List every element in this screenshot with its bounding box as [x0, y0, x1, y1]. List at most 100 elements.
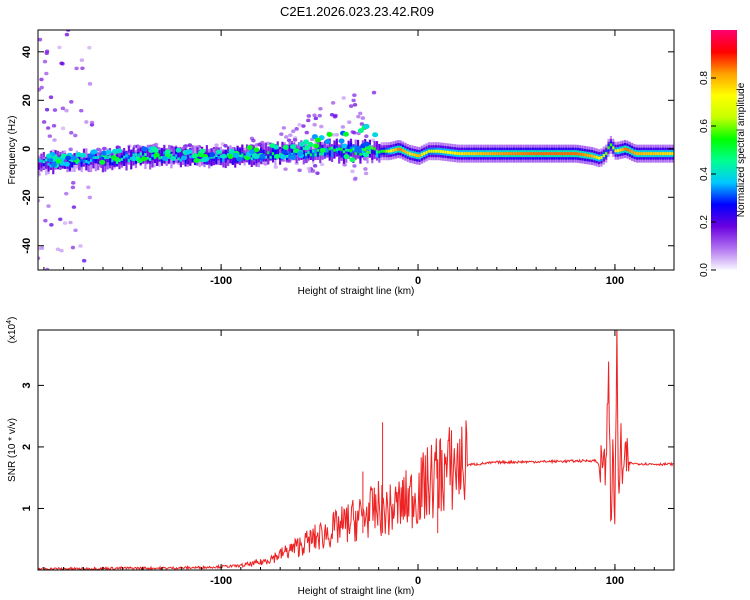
spectrogram-blob	[324, 139, 331, 145]
spectrogram-ridge-segment	[125, 154, 128, 158]
spectrogram-ridge-segment	[146, 148, 149, 161]
spectrogram-ridge-segment	[385, 149, 388, 153]
spectrogram-ridge-segment	[153, 155, 156, 163]
spectrogram-ridge-segment	[538, 152, 542, 156]
spectrogram-blob	[319, 147, 326, 153]
spectrogram-ridge-segment	[177, 157, 180, 161]
spectrogram-speckle	[44, 107, 50, 112]
spectrogram-x-ticks: -100 0 100	[43, 30, 675, 287]
spectrogram-speckle	[288, 133, 293, 137]
spectrogram-ridge-segment	[505, 152, 509, 156]
spectrogram-ridge-segment	[489, 152, 492, 156]
spectrogram-blob	[362, 152, 369, 158]
spectrogram-speckle	[44, 51, 49, 56]
spectrogram-ridge-segment	[45, 158, 48, 162]
spectrogram-blob	[342, 131, 349, 137]
spectrogram-ridge-segment	[434, 149, 438, 153]
spectrogram-ridge-segment	[404, 150, 407, 154]
spectrogram-ridge-segment	[160, 148, 164, 161]
spectrogram-y-axis-label: Frequency (Hz)	[7, 116, 18, 185]
spectrogram-ridge-segment	[602, 154, 605, 158]
spectrogram-blob	[137, 158, 144, 164]
spectrogram-ridge-segment	[141, 149, 145, 162]
spectrogram-ridge-segment	[156, 153, 159, 166]
spectrogram-y-tick-label: -40	[21, 238, 33, 254]
spectrogram-ridge-segment	[456, 151, 459, 155]
spectrogram-ridge-segment	[614, 149, 617, 153]
spectrogram-blob	[186, 149, 193, 155]
spectrogram-speckle	[59, 248, 64, 253]
spectrogram-ridge-segment	[659, 152, 662, 156]
spectrogram-ridge-segment	[108, 158, 112, 166]
spectrogram-ridge-segment	[465, 152, 468, 156]
spectrogram-speckle	[281, 126, 287, 130]
spectrogram-ridge-segment	[501, 152, 504, 156]
spectrogram-speckle	[51, 123, 57, 128]
spectrogram-ridge-segment	[349, 149, 353, 153]
spectrogram-ridge-segment	[550, 152, 553, 156]
spectrogram-ridge-segment	[510, 152, 513, 156]
spectrogram-ridge-segment	[623, 147, 627, 151]
spectrogram-speckle	[43, 218, 48, 223]
spectrogram-ridge-segment	[576, 152, 579, 156]
spectrogram-blob	[253, 154, 260, 160]
snr-y-tick-label: 1	[21, 505, 33, 511]
spectrogram-blob	[281, 149, 288, 155]
spectrogram-ridge-segment	[581, 153, 584, 157]
spectrogram-y-tick-label: -20	[21, 189, 33, 205]
spectrogram-speckle	[79, 58, 85, 62]
spectrogram-ridge-segment	[113, 158, 116, 166]
spectrogram-speckle	[70, 185, 76, 190]
spectrogram-speckle	[69, 100, 74, 104]
spectrogram-ridge-segment	[312, 149, 315, 153]
spectrogram-speckle	[46, 204, 51, 208]
snr-x-tick-label: -100	[210, 575, 232, 587]
spectrogram-ridge-segment	[262, 149, 265, 157]
spectrogram-ridge-segment	[633, 151, 636, 155]
spectrogram-ridge-segment	[375, 150, 379, 158]
spectrogram-ridge-segment	[241, 153, 244, 157]
spectrogram-ridge-segment	[170, 153, 173, 157]
spectrogram-ridge-segment	[548, 152, 551, 156]
spectrogram-speckle	[352, 164, 357, 168]
spectrogram-ridge-segment	[49, 164, 53, 168]
spectrogram-ridge-segment	[468, 152, 471, 156]
spectrogram-ridge-segment	[394, 148, 397, 152]
colorbar-tick-label: 0.2	[699, 215, 710, 229]
spectrogram-blob	[372, 132, 379, 138]
spectrogram-speckle	[62, 221, 68, 225]
spectrogram-blob	[326, 132, 333, 138]
snr-y-axis-label: SNR (10 * v/v)	[7, 418, 18, 482]
spectrogram-speckle	[87, 45, 92, 50]
spectrogram-ridge-segment	[330, 146, 334, 150]
spectrogram-ridge-segment	[92, 156, 95, 169]
spectrogram-ridge-segment	[657, 152, 660, 156]
spectrogram-ridge-segment	[661, 152, 664, 156]
spectrogram-ridge-segment	[364, 148, 367, 152]
spectrogram-ridge-segment	[517, 152, 520, 156]
spectrogram-ridge-segment	[184, 156, 187, 164]
spectrogram-blob	[363, 123, 370, 129]
spectrogram-blob	[341, 143, 348, 149]
spectrogram-ridge-segment	[281, 152, 284, 156]
spectrogram-ridge-segment	[647, 152, 650, 156]
spectrogram-ridge-segment	[271, 152, 275, 156]
spectrogram-speckle	[371, 90, 377, 95]
spectrogram-ridge-segment	[229, 155, 232, 163]
spectrogram-ridge-segment	[399, 147, 402, 151]
colorbar-tick-label: 0.0	[699, 263, 710, 277]
spectrogram-ridge-segment	[302, 147, 305, 151]
spectrogram-blob	[192, 153, 199, 159]
spectrogram-ridge-segment	[425, 150, 428, 154]
spectrogram-speckle	[71, 205, 77, 209]
spectrogram-blob	[363, 141, 370, 147]
spectrogram-ridge-segment	[397, 147, 400, 151]
spectrogram-blob	[357, 128, 364, 134]
spectrogram-ridge-segment	[458, 152, 461, 156]
spectrogram-ridge-segment	[40, 159, 43, 163]
spectrogram-blob	[80, 152, 87, 158]
spectrogram-ridge-segment	[607, 146, 610, 150]
spectrogram-speckle	[315, 171, 320, 175]
spectrogram-speckle	[153, 142, 159, 147]
spectrogram-ridge-segment	[78, 154, 81, 162]
